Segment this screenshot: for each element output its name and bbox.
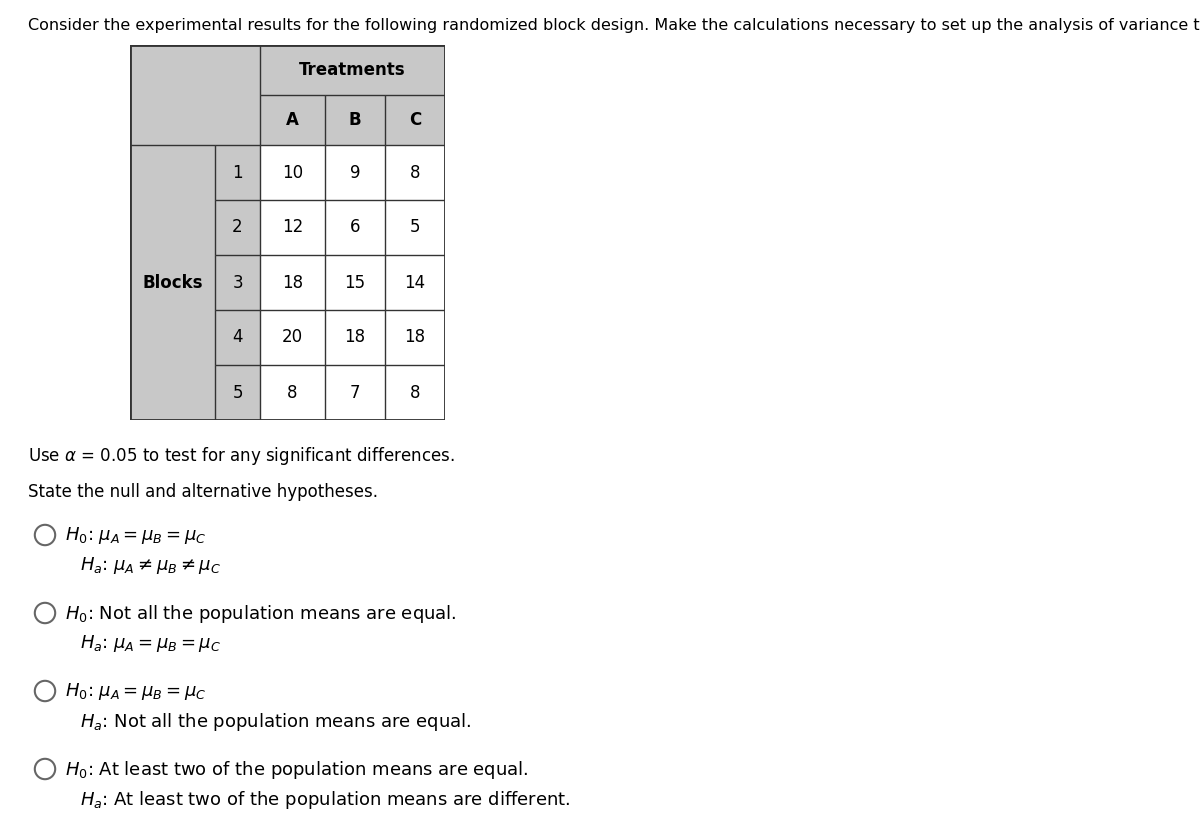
Text: B: B (349, 111, 361, 129)
Text: 8: 8 (409, 384, 420, 402)
Text: Treatments: Treatments (299, 61, 406, 79)
Text: State the null and alternative hypotheses.: State the null and alternative hypothese… (28, 483, 378, 501)
Text: $H_0$: $\mu_A = \mu_B = \mu_C$: $H_0$: $\mu_A = \mu_B = \mu_C$ (65, 525, 206, 546)
Text: 2: 2 (232, 218, 242, 236)
Text: C: C (409, 111, 421, 129)
Text: $H_a$: At least two of the population means are different.: $H_a$: At least two of the population me… (80, 789, 570, 811)
Text: 4: 4 (233, 328, 242, 346)
Text: 18: 18 (282, 273, 304, 291)
Text: 14: 14 (404, 273, 426, 291)
Text: 9: 9 (349, 164, 360, 182)
Text: 5: 5 (409, 218, 420, 236)
Text: 10: 10 (282, 164, 304, 182)
Text: $H_0$: At least two of the population means are equal.: $H_0$: At least two of the population me… (65, 759, 529, 781)
Text: 3: 3 (232, 273, 242, 291)
Text: 8: 8 (287, 384, 298, 402)
Text: 1: 1 (232, 164, 242, 182)
Text: 20: 20 (282, 328, 304, 346)
Text: A: A (286, 111, 299, 129)
Text: Blocks: Blocks (143, 273, 203, 291)
Text: 12: 12 (282, 218, 304, 236)
Text: 18: 18 (404, 328, 426, 346)
Text: 6: 6 (349, 218, 360, 236)
Text: 5: 5 (233, 384, 242, 402)
Text: $H_0$: $\mu_A = \mu_B = \mu_C$: $H_0$: $\mu_A = \mu_B = \mu_C$ (65, 681, 206, 702)
Text: 7: 7 (349, 384, 360, 402)
Text: Use $\alpha$ = 0.05 to test for any significant differences.: Use $\alpha$ = 0.05 to test for any sign… (28, 445, 455, 467)
Text: 15: 15 (344, 273, 366, 291)
Text: $H_a$: $\mu_A \neq \mu_B \neq \mu_C$: $H_a$: $\mu_A \neq \mu_B \neq \mu_C$ (80, 555, 221, 576)
Text: $H_0$: Not all the population means are equal.: $H_0$: Not all the population means are … (65, 603, 457, 625)
Text: 18: 18 (344, 328, 366, 346)
Text: $H_a$: $\mu_A = \mu_B = \mu_C$: $H_a$: $\mu_A = \mu_B = \mu_C$ (80, 633, 221, 654)
Text: $H_a$: Not all the population means are equal.: $H_a$: Not all the population means are … (80, 711, 472, 733)
Text: 8: 8 (409, 164, 420, 182)
Text: Consider the experimental results for the following randomized block design. Mak: Consider the experimental results for th… (28, 18, 1200, 33)
